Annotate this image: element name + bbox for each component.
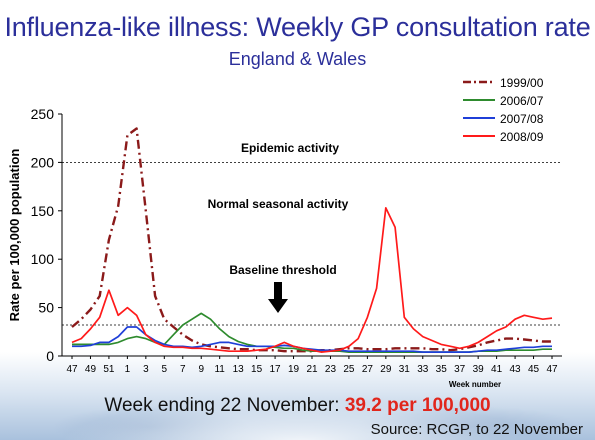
week-ending-summary: Week ending 22 November: 39.2 per 100,00… <box>0 395 595 417</box>
series-line-2008-09 <box>71 207 553 353</box>
x-tick-label: 9 <box>198 364 204 375</box>
x-tick-label: 49 <box>85 364 97 375</box>
y-tick-label: 250 <box>31 106 55 122</box>
x-tick-label: 15 <box>251 364 263 375</box>
y-tick-label: 0 <box>46 348 54 364</box>
legend-label: 2006/07 <box>500 94 544 108</box>
x-tick-label: 25 <box>343 364 355 375</box>
x-tick-label: 11 <box>214 364 225 375</box>
x-tick-label: 13 <box>233 364 245 375</box>
page-subtitle: England & Wales <box>228 49 367 69</box>
y-tick-label: 50 <box>38 300 54 316</box>
y-tick-label: 100 <box>31 251 55 267</box>
x-tick-label: 47 <box>66 364 78 375</box>
legend-label: 2008/09 <box>500 130 544 144</box>
week-ending-prefix: Week ending 22 November: <box>104 395 345 416</box>
x-tick-label: 47 <box>546 364 558 375</box>
x-tick-label: 45 <box>528 364 540 375</box>
x-tick-label: 33 <box>417 364 429 375</box>
x-tick-label: 39 <box>473 364 485 375</box>
x-tick-label: 23 <box>325 364 337 375</box>
x-tick-label: 37 <box>454 364 466 375</box>
x-tick-label: 29 <box>380 364 392 375</box>
x-axis-title: Week number <box>449 380 501 389</box>
down-arrow-icon <box>268 282 288 313</box>
y-tick-label: 200 <box>31 154 55 170</box>
x-tick-label: 41 <box>491 364 503 375</box>
x-tick-label: 21 <box>306 364 318 375</box>
x-tick-label: 19 <box>288 364 300 375</box>
x-tick-label: 3 <box>143 364 149 375</box>
epidemic-activity-label: Epidemic activity <box>241 141 339 155</box>
legend-label: 1999/00 <box>500 76 544 90</box>
y-axis-title: Rate per 100,000 population <box>7 149 22 322</box>
legend-label: 2007/08 <box>500 112 544 126</box>
page-title: Influenza-like illness: Weekly GP consul… <box>4 12 591 42</box>
x-tick-label: 5 <box>162 364 168 375</box>
series-line-1999-00 <box>71 127 552 353</box>
week-ending-value: 39.2 per 100,000 <box>344 395 491 416</box>
x-tick-label: 35 <box>436 364 448 375</box>
x-tick-label: 31 <box>399 364 411 375</box>
globe-background <box>0 372 595 440</box>
y-tick-label: 150 <box>31 203 55 219</box>
baseline-threshold-label: Baseline threshold <box>229 263 336 277</box>
normal-seasonal-activity-label: Normal seasonal activity <box>208 197 349 211</box>
source-note: Source: RCGP, to 22 November <box>370 421 583 438</box>
x-tick-label: 27 <box>362 364 374 375</box>
x-tick-label: 1 <box>125 364 131 375</box>
series-line-2007-08 <box>72 326 552 353</box>
x-tick-label: 7 <box>180 364 186 375</box>
x-tick-label: 43 <box>510 364 522 375</box>
x-tick-label: 17 <box>270 364 282 375</box>
x-tick-label: 51 <box>103 364 115 375</box>
